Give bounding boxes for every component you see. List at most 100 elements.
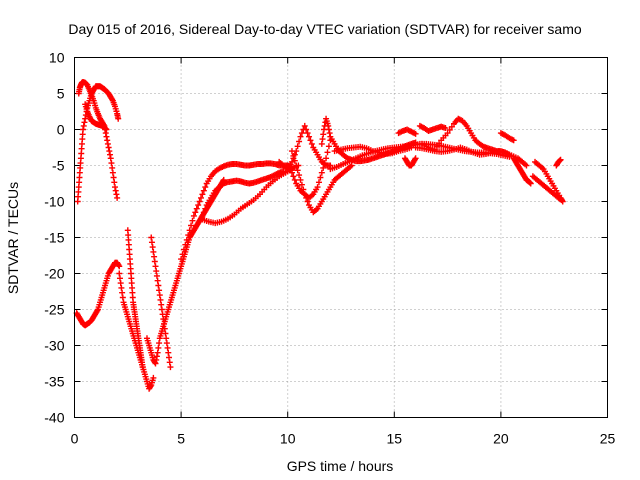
data-point-arc-12 xyxy=(308,140,315,147)
data-point-arc-10 xyxy=(200,209,207,216)
data-point-arc-21 xyxy=(442,125,449,132)
data-point-arc-2 xyxy=(104,140,111,147)
data-point-arc-13 xyxy=(297,176,304,183)
y-tick-label: -10 xyxy=(44,194,64,210)
data-point-arc-9 xyxy=(196,198,203,205)
data-point-arc-9 xyxy=(180,246,187,253)
data-point-arc-20 xyxy=(436,140,443,147)
data-point-arc-2 xyxy=(105,144,112,151)
data-point-arc-12 xyxy=(297,133,304,140)
chart-title: Day 015 of 2016, Sidereal Day-to-day VTE… xyxy=(68,21,581,37)
data-point-arc-8 xyxy=(153,353,160,360)
data-point-arc-7 xyxy=(167,364,174,371)
data-point-arc-14 xyxy=(291,176,298,183)
data-point-arc-7 xyxy=(148,234,155,241)
y-tick-label: 10 xyxy=(49,50,65,66)
y-tick-label: -5 xyxy=(52,158,65,174)
x-axis-label: GPS time / hours xyxy=(287,458,394,474)
data-point-arc-14 xyxy=(325,143,332,150)
data-point-arc-2 xyxy=(103,133,110,140)
data-point-arc-2 xyxy=(107,155,114,162)
data-point-arc-12 xyxy=(296,138,303,145)
data-point-arc-9 xyxy=(178,256,185,263)
data-point-arc-12 xyxy=(307,137,314,144)
data-point-arc-6 xyxy=(139,364,146,371)
data-point-arc-5 xyxy=(119,294,126,301)
data-point-arc-8 xyxy=(156,340,163,347)
data-point-arc-18 xyxy=(412,155,419,162)
data-point-arc-2 xyxy=(112,184,119,191)
x-tick-label: 25 xyxy=(600,431,616,447)
data-point-arc-5 xyxy=(150,374,157,381)
data-point-arc-14 xyxy=(288,169,295,176)
data-point-arc-27 xyxy=(556,157,563,164)
data-point-arc-13 xyxy=(290,152,297,159)
data-point-arc-7 xyxy=(166,354,173,361)
data-point-arc-4 xyxy=(115,262,122,269)
x-tick-label: 0 xyxy=(71,431,79,447)
data-point-arc-2 xyxy=(109,164,116,171)
data-point-arc-7 xyxy=(165,349,172,356)
data-point-arc-7 xyxy=(154,277,161,284)
data-point-arc-12 xyxy=(288,158,295,165)
data-point-arc-4 xyxy=(116,263,123,270)
data-point-arc-2 xyxy=(106,148,113,155)
data-point-arc-9 xyxy=(202,184,209,191)
data-point-arc-1 xyxy=(80,122,87,129)
data-point-arc-2 xyxy=(110,174,117,181)
data-point-arc-5 xyxy=(119,289,126,296)
data-points xyxy=(73,78,566,392)
data-point-arc-15 xyxy=(325,122,332,129)
data-point-arc-1 xyxy=(115,115,122,122)
y-axis-label: SDTVAR / TECUs xyxy=(5,182,21,294)
y-tick-label: -30 xyxy=(44,338,64,354)
data-point-arc-7 xyxy=(151,253,158,260)
data-point-arc-7 xyxy=(148,239,155,246)
data-point-arc-15 xyxy=(318,140,325,147)
data-point-arc-12 xyxy=(303,126,310,133)
data-point-arc-7 xyxy=(156,287,163,294)
data-point-arc-12 xyxy=(294,143,301,150)
data-point-arc-7 xyxy=(153,272,160,279)
data-point-arc-12 xyxy=(301,122,308,129)
data-point-arc-7 xyxy=(155,282,162,289)
data-point-arc-5 xyxy=(117,280,124,287)
y-tick-label: -20 xyxy=(44,266,64,282)
data-point-arc-2 xyxy=(107,151,114,158)
data-point-arc-7 xyxy=(166,359,173,366)
data-point-arc-7 xyxy=(150,248,157,255)
y-tick-label: -15 xyxy=(44,230,64,246)
data-point-arc-27 xyxy=(557,156,564,163)
data-point-arc-2 xyxy=(109,169,116,176)
data-point-arc-5 xyxy=(116,275,123,282)
x-tick-labels: 0 5 10 15 20 25 xyxy=(71,431,616,447)
data-point-arc-12 xyxy=(304,130,311,137)
data-point-arc-14 xyxy=(318,169,325,176)
data-point-arc-14 xyxy=(317,174,324,181)
data-point-arc-24 xyxy=(527,179,534,186)
data-point-arc-15 xyxy=(320,131,327,138)
data-point-arc-9 xyxy=(195,202,202,209)
data-point-arc-22 xyxy=(523,162,530,169)
data-point-arc-9 xyxy=(179,251,186,258)
data-point-arc-1 xyxy=(80,126,87,133)
data-point-arc-13 xyxy=(296,172,303,179)
x-tick-label: 10 xyxy=(280,431,296,447)
data-point-arc-9 xyxy=(189,217,196,224)
data-point-arc-19 xyxy=(412,130,419,137)
data-point-arc-3 xyxy=(102,125,109,132)
data-point-arc-14 xyxy=(324,149,331,156)
data-point-arc-7 xyxy=(156,292,163,299)
data-point-arc-13 xyxy=(294,167,301,174)
data-point-arc-15 xyxy=(326,130,333,137)
y-tick-label: 0 xyxy=(57,122,65,138)
data-point-arc-1 xyxy=(81,119,88,126)
data-point-arc-20 xyxy=(446,126,453,133)
data-point-arc-10 xyxy=(202,205,209,212)
data-point-arc-7 xyxy=(152,263,159,270)
data-point-arc-14 xyxy=(315,179,322,186)
data-point-arc-9 xyxy=(197,194,204,201)
data-point-arc-3 xyxy=(103,126,110,133)
data-point-arc-20 xyxy=(448,123,455,130)
data-point-arc-15 xyxy=(325,126,332,133)
